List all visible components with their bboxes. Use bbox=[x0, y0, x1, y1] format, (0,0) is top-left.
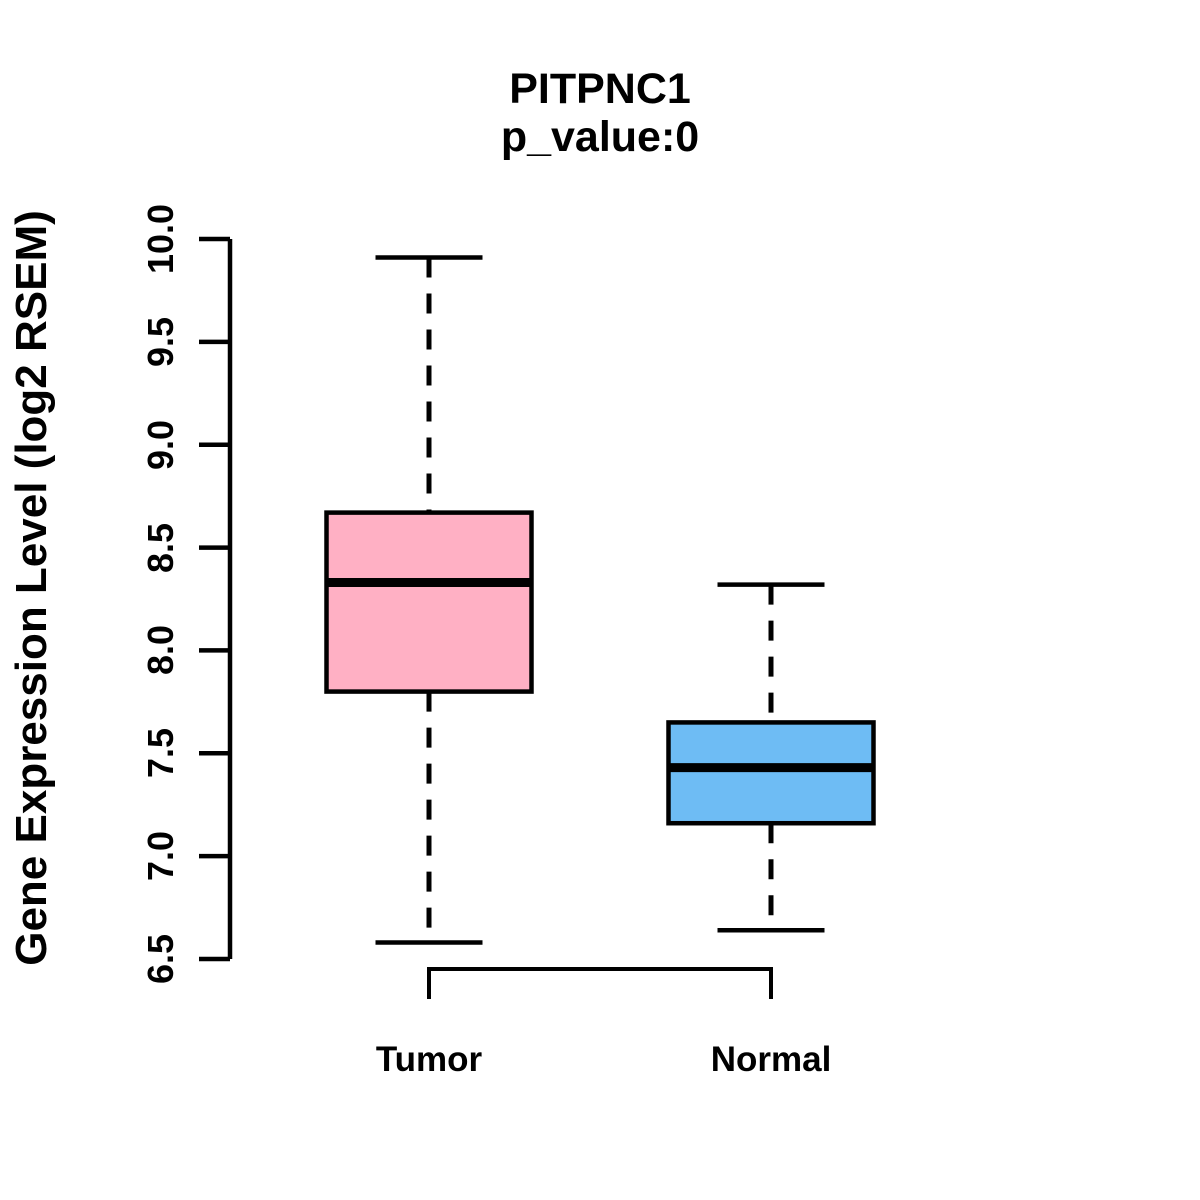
chart-subtitle: p_value:0 bbox=[500, 113, 700, 161]
y-tick-label: 9.0 bbox=[140, 419, 181, 470]
y-axis-title: Gene Expression Level (log2 RSEM) bbox=[7, 210, 56, 966]
y-tick-label: 10.0 bbox=[140, 203, 181, 275]
y-tick-label: 9.5 bbox=[140, 316, 181, 367]
x-category-label-tumor: Tumor bbox=[375, 1040, 483, 1079]
y-tick-label: 8.5 bbox=[140, 522, 181, 573]
x-axis-bracket bbox=[427, 967, 773, 999]
y-tick-label: 7.0 bbox=[140, 831, 181, 882]
y-tick-label: 6.5 bbox=[140, 933, 181, 985]
tumor-box bbox=[324, 510, 534, 694]
x-category-label-normal: Normal bbox=[710, 1040, 832, 1079]
y-tick-label: 7.5 bbox=[140, 728, 181, 779]
chart-title: PITPNC1 bbox=[509, 65, 691, 113]
y-tick-label: 8.0 bbox=[140, 625, 181, 676]
normal-box bbox=[666, 720, 876, 826]
